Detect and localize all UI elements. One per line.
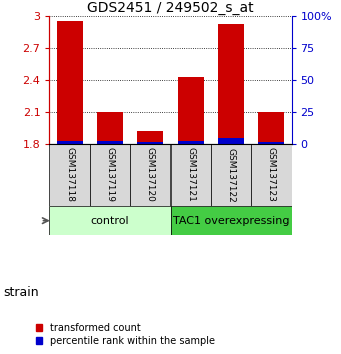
Text: GSM137121: GSM137121 [186, 148, 195, 202]
Bar [218, 24, 244, 144]
Bar [97, 141, 123, 144]
Bar [178, 141, 204, 144]
Bar [90, 144, 130, 206]
Legend: transformed count, percentile rank within the sample: transformed count, percentile rank withi… [35, 323, 215, 346]
Title: GDS2451 / 249502_s_at: GDS2451 / 249502_s_at [87, 1, 254, 15]
Bar [49, 144, 90, 206]
Bar [97, 112, 123, 144]
Bar [211, 144, 251, 206]
Bar [57, 21, 83, 144]
Bar [170, 144, 211, 206]
Text: control: control [91, 216, 129, 225]
Bar [57, 141, 83, 144]
Text: GSM137123: GSM137123 [267, 148, 276, 202]
Text: GSM137119: GSM137119 [105, 147, 115, 202]
Bar [49, 206, 170, 235]
Text: GSM137120: GSM137120 [146, 148, 155, 202]
Text: strain: strain [3, 286, 39, 298]
Bar [137, 142, 163, 144]
Text: GSM137122: GSM137122 [226, 148, 236, 202]
Bar [258, 112, 284, 144]
Bar [258, 142, 284, 144]
Bar [130, 144, 170, 206]
Bar [178, 77, 204, 144]
Bar [137, 131, 163, 144]
Bar [218, 138, 244, 144]
Bar [251, 144, 292, 206]
Bar [170, 206, 292, 235]
Text: TAC1 overexpressing: TAC1 overexpressing [173, 216, 289, 225]
Text: GSM137118: GSM137118 [65, 147, 74, 202]
